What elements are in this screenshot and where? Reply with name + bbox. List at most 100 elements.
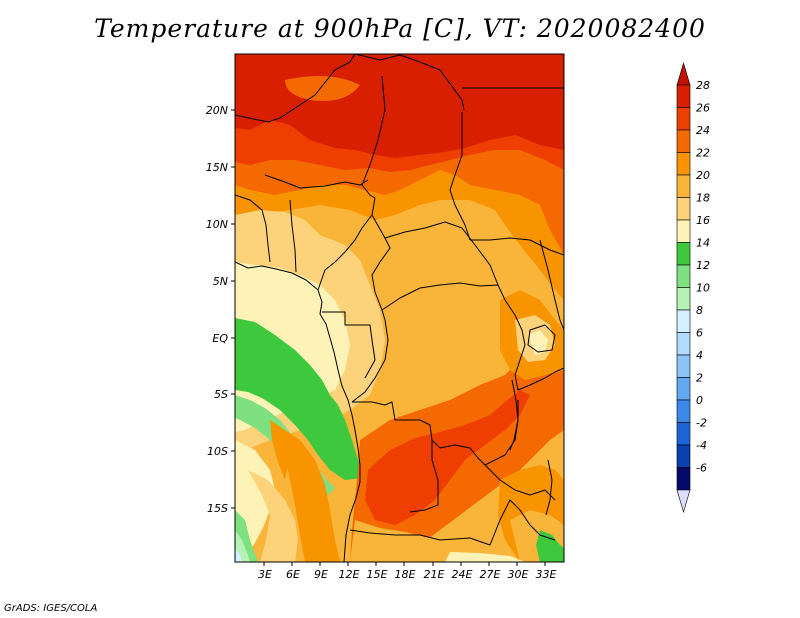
colorbar-segment <box>676 467 691 491</box>
colorbar-label: 28 <box>696 79 710 92</box>
colorbar-segment <box>676 107 691 131</box>
colorbar-label: -2 <box>696 417 707 430</box>
colorbar-label: 26 <box>696 102 710 115</box>
contour-16-south-band <box>445 552 525 562</box>
border-drc-angola <box>352 401 441 449</box>
colorbar-segment <box>676 219 691 243</box>
border-east-north <box>539 239 564 331</box>
colorbar-segment <box>676 264 691 288</box>
colorbar-label: 10 <box>696 282 710 295</box>
colorbar-segment <box>676 377 691 401</box>
colorbar-segment <box>676 399 691 423</box>
contour-18-southwest <box>248 470 298 562</box>
colorbar-label: 6 <box>696 327 703 340</box>
border-chad-sudan <box>449 112 471 241</box>
border-niger-chad <box>361 75 386 199</box>
colorbar-segment <box>676 309 691 333</box>
contour-24-patch-northwest <box>285 76 360 101</box>
border-drc-uganda <box>504 299 526 391</box>
colorbar-segment <box>676 354 691 378</box>
lon-label-6e: 6E <box>286 568 300 581</box>
lat-label-10s: 10S <box>207 445 228 458</box>
colorbar-label: 16 <box>696 214 710 227</box>
country-borders <box>235 54 564 562</box>
lake-tanganyika-outline <box>509 379 519 451</box>
contour-14-southeast <box>536 530 564 562</box>
colorbar-segment <box>676 422 691 446</box>
lat-label-eq: EQ <box>212 332 228 345</box>
lon-label-21e: 21E <box>424 568 445 581</box>
contour-8-corner <box>235 548 242 562</box>
border-cameroon-car <box>371 214 391 321</box>
lon-label-15e: 15E <box>367 568 388 581</box>
map-frame <box>234 53 565 563</box>
border-misc-south <box>489 499 556 546</box>
lat-label-20n: 20N <box>206 104 228 117</box>
lon-label-9e: 9E <box>314 568 328 581</box>
colorbar-label: 14 <box>696 237 710 250</box>
contour-26-south-central <box>365 390 530 525</box>
map-title: Temperature at 900hPa [C], VT: 202008240… <box>94 14 706 43</box>
lon-label-3e: 3E <box>258 568 272 581</box>
colorbar-label: 8 <box>696 304 703 317</box>
border-tanzania <box>517 367 564 391</box>
colorbar-label: 4 <box>696 349 703 362</box>
border-gabon <box>322 311 376 379</box>
lake-malawi-outline <box>545 459 553 516</box>
border-niger-nigeria <box>264 174 369 189</box>
border-zambia-east <box>484 464 556 501</box>
border-angola-zambia <box>409 440 439 513</box>
colorbar-label: 22 <box>696 147 710 160</box>
colorbar-segment <box>676 152 691 176</box>
lat-label-5s: 5S <box>214 388 228 401</box>
colorbar-segment <box>676 174 691 198</box>
lon-label-27e: 27E <box>480 568 501 581</box>
temperature-field <box>235 54 564 562</box>
lat-label-15n: 15N <box>206 161 228 174</box>
lat-label-10n: 10N <box>206 218 228 231</box>
contour-20-south-band <box>350 520 520 562</box>
grads-credit: GrADS: IGES/COLA <box>4 603 98 614</box>
colorbar-label: -6 <box>696 462 707 475</box>
colorbar-label: 0 <box>696 394 703 407</box>
border-car-drc <box>381 282 506 311</box>
border-sudan-southsudan <box>470 237 564 256</box>
border-angola-namibia <box>349 529 491 546</box>
lon-label-30e: 30E <box>508 568 529 581</box>
lat-label-5n: 5N <box>213 275 228 288</box>
contour-22-west-band <box>270 420 290 480</box>
border-misc-west2 <box>289 199 297 273</box>
colorbar-label: -4 <box>696 439 707 452</box>
colorbar-label: 24 <box>696 124 710 137</box>
border-misc-west <box>235 194 271 263</box>
longitude-axis: 3E 6E 9E 12E 15E 18E 21E 24E 27E 30E 33E <box>258 562 557 581</box>
colorbar-top-arrow <box>676 61 691 86</box>
colorbar-segment <box>676 332 691 356</box>
colorbar-label: 12 <box>696 259 710 272</box>
colorbar-segment <box>676 444 691 468</box>
colorbar-label: 2 <box>696 372 703 385</box>
border-niger-libya <box>354 54 465 111</box>
colorbar-segment <box>676 84 691 108</box>
latitude-axis: 20N 15N 10N 5N EQ 5S 10S 15S <box>206 104 235 515</box>
lon-label-18e: 18E <box>395 568 416 581</box>
colorbar-segment <box>676 242 691 266</box>
border-drc-congo <box>351 319 389 403</box>
coastline-west <box>235 261 361 562</box>
colorbar-label: 20 <box>696 169 710 182</box>
contour-14-ocean <box>235 318 362 480</box>
colorbar-segment <box>676 129 691 153</box>
border-car-sudan <box>384 221 499 286</box>
colorbar-segment <box>676 197 691 221</box>
border-mali-niger-algeria <box>235 54 356 123</box>
colorbar-bottom-arrow <box>676 489 691 514</box>
lake-victoria-outline <box>527 324 556 353</box>
border-nigeria-cameroon <box>317 197 376 291</box>
lat-label-15s: 15S <box>207 502 228 515</box>
lon-label-33e: 33E <box>536 568 557 581</box>
colorbar-segment <box>676 287 691 311</box>
contour-22-southwest <box>285 430 340 562</box>
colorbar-label: 18 <box>696 192 710 205</box>
